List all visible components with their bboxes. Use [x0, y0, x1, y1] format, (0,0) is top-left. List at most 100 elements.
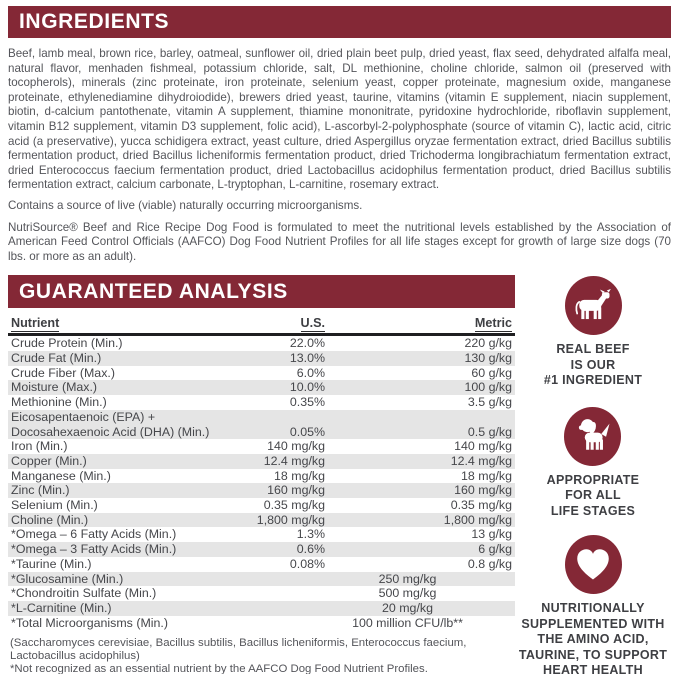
table-row: Selenium (Min.) 0.35 mg/kg 0.35 mg/kg [8, 498, 515, 513]
analysis-section: GUARANTEED ANALYSIS Nutrient U.S. Metric… [8, 275, 671, 674]
guaranteed-analysis-header-bar: GUARANTEED ANALYSIS [8, 275, 515, 309]
microorganisms-note: Contains a source of live (viable) natur… [8, 198, 363, 212]
us-value-cell: 0.08% [289, 556, 325, 571]
table-row: *Total Microorganisms (Min.) 100 million … [8, 616, 515, 631]
metric-value-cell: 18 mg/kg [461, 468, 512, 483]
nutrient-name-cell: *L-Carnitine (Min.) [11, 600, 112, 615]
us-value-cell: 0.35 mg/kg [263, 498, 325, 513]
us-value-cell: 0.35% [289, 395, 325, 410]
metric-value-cell: 140 mg/kg [454, 439, 512, 454]
nutrient-name-cell: *Omega – 6 Fatty Acids (Min.) [11, 527, 177, 542]
us-value-cell: 22.0% [289, 336, 325, 351]
us-value-cell: 160 mg/kg [267, 483, 325, 498]
combined-value-cell: 500 mg/kg [378, 586, 437, 601]
ingredients-header-bar: INGREDIENTS [8, 6, 671, 38]
metric-value-cell: 3.5 g/kg [467, 395, 512, 410]
aafco-statement: NutriSource® Beef and Rice Recipe Dog Fo… [8, 220, 671, 263]
table-row: Iron (Min.) 140 mg/kg 140 mg/kg [8, 439, 515, 454]
metric-value-cell: 130 g/kg [464, 351, 512, 366]
metric-value-cell: 13 g/kg [471, 527, 512, 542]
badge-life-stages: APPROPRIATE FOR ALL LIFE STAGES [546, 406, 640, 520]
us-value-cell: 1,800 mg/kg [256, 512, 325, 527]
table-row: Manganese (Min.) 18 mg/kg 18 mg/kg [8, 469, 515, 484]
table-row: Eicosapentaenoic (EPA) + Docosahexaenoic… [8, 409, 515, 440]
table-row: Zinc (Min.) 160 mg/kg 160 mg/kg [8, 483, 515, 499]
table-row: *Chondroitin Sulfate (Min.) 500 mg/kg [8, 586, 515, 601]
metric-value-cell: 100 g/kg [464, 380, 512, 395]
metric-value-cell: 60 g/kg [471, 365, 512, 380]
footnote-not-recognized: *Not recognized as an essential nutrient… [10, 662, 428, 674]
nutrient-name-cell: Eicosapentaenoic (EPA) + Docosahexaenoic… [11, 409, 210, 439]
nutrient-name-cell: Crude Fat (Min.) [11, 351, 102, 366]
footnotes: (Saccharomyces cerevisiae, Bacillus subt… [8, 637, 513, 674]
table-row: *Omega – 6 Fatty Acids (Min.) 1.3% 13 g/kg [8, 527, 515, 542]
table-row: *Omega – 3 Fatty Acids (Min.) 0.6% 6 g/kg [8, 542, 515, 557]
nutrient-name-cell: Iron (Min.) [11, 439, 68, 454]
badge-heart-health: NUTRITIONALLY SUPPLEMENTED WITH THE AMIN… [519, 535, 667, 674]
nutrient-name-cell: *Chondroitin Sulfate (Min.) [11, 586, 157, 601]
badge-column: REAL BEEF IS OUR #1 INGREDIENT [515, 275, 671, 674]
table-header-row: Nutrient U.S. Metric [8, 316, 515, 337]
us-value-cell: 1.3% [296, 527, 325, 542]
metric-value-cell: 6 g/kg [478, 542, 512, 557]
nutrient-name-cell: Zinc (Min.) [11, 483, 70, 498]
footnote-microorganism-list: (Saccharomyces cerevisiae, Bacillus subt… [10, 637, 467, 663]
table-row: Choline (Min.) 1,800 mg/kg 1,800 mg/kg [8, 512, 515, 528]
metric-value-cell: 160 mg/kg [454, 483, 512, 498]
table-row: *Glucosamine (Min.) 250 mg/kg [8, 571, 515, 587]
column-header-us: U.S. [248, 316, 328, 337]
us-value-cell: 0.6% [296, 542, 325, 557]
nutrient-name-cell: Choline (Min.) [11, 512, 89, 527]
table-row: *L-Carnitine (Min.) 20 mg/kg [8, 600, 515, 616]
badge-life-stages-caption: APPROPRIATE FOR ALL LIFE STAGES [546, 472, 640, 518]
us-value-cell: 6.0% [296, 365, 325, 380]
guaranteed-analysis-title: GUARANTEED ANALYSIS [19, 279, 288, 303]
column-header-metric: Metric [328, 316, 515, 337]
combined-value-cell: 20 mg/kg [382, 600, 433, 615]
table-row: Crude Protein (Min.) 22.0% 220 g/kg [8, 335, 515, 351]
nutrient-name-cell: Manganese (Min.) [11, 468, 111, 483]
metric-value-cell: 0.35 mg/kg [450, 498, 512, 513]
column-header-nutrient: Nutrient [8, 316, 248, 337]
combined-value-cell: 250 mg/kg [378, 571, 437, 586]
badge-real-beef: REAL BEEF IS OUR #1 INGREDIENT [544, 276, 642, 389]
ga-table-body: Crude Protein (Min.) 22.0% 220 g/kg Crude F… [8, 335, 515, 631]
table-row: Moisture (Max.) 10.0% 100 g/kg [8, 380, 515, 396]
nutrient-name-cell: *Taurine (Min.) [11, 556, 92, 571]
ingredients-paragraph: Beef, lamb meal, brown rice, barley, oat… [8, 47, 671, 192]
badge-real-beef-caption: REAL BEEF IS OUR #1 INGREDIENT [543, 342, 643, 388]
nutrient-name-cell: Crude Protein (Min.) [11, 336, 123, 351]
nutrient-name-cell: *Glucosamine (Min.) [11, 571, 124, 586]
heart-icon [564, 535, 622, 595]
combined-value-cell: 100 million CFU/lb** [352, 615, 463, 630]
table-row: Copper (Min.) 12.4 mg/kg 12.4 mg/kg [8, 453, 515, 469]
metric-value-cell: 1,800 mg/kg [443, 512, 512, 527]
us-value-cell: 140 mg/kg [267, 439, 325, 454]
us-value-cell: 18 mg/kg [274, 468, 325, 483]
metric-value-cell: 220 g/kg [464, 336, 512, 351]
us-value-cell: 0.05% [289, 424, 325, 439]
metric-value-cell: 0.8 g/kg [467, 556, 512, 571]
us-value-cell: 13.0% [289, 351, 325, 366]
nutrient-name-cell: Crude Fiber (Max.) [11, 365, 115, 380]
ingredients-title: INGREDIENTS [19, 10, 170, 33]
metric-value-cell: 0.5 g/kg [467, 424, 512, 439]
table-row: *Taurine (Min.) 0.08% 0.8 g/kg [8, 557, 515, 572]
dog-icon [564, 406, 622, 466]
nutrient-name-cell: *Total Microorganisms (Min.) [11, 615, 168, 630]
analysis-left-column: GUARANTEED ANALYSIS Nutrient U.S. Metric… [8, 275, 515, 674]
us-value-cell: 10.0% [289, 380, 325, 395]
metric-value-cell: 12.4 mg/kg [450, 453, 512, 468]
guaranteed-analysis-table: Nutrient U.S. Metric Crude Protein (Min.… [8, 316, 515, 630]
table-row: Crude Fat (Min.) 13.0% 130 g/kg [8, 351, 515, 366]
cow-icon [564, 276, 622, 336]
table-row: Methionine (Min.) 0.35% 3.5 g/kg [8, 395, 515, 410]
badge-heart-health-caption: NUTRITIONALLY SUPPLEMENTED WITH THE AMIN… [518, 601, 668, 674]
nutrient-name-cell: *Omega – 3 Fatty Acids (Min.) [11, 542, 177, 557]
nutrient-name-cell: Copper (Min.) [11, 453, 87, 468]
nutrient-name-cell: Methionine (Min.) [11, 395, 107, 410]
nutrient-name-cell: Moisture (Max.) [11, 380, 98, 395]
table-row: Crude Fiber (Max.) 6.0% 60 g/kg [8, 366, 515, 381]
nutrient-name-cell: Selenium (Min.) [11, 498, 98, 513]
